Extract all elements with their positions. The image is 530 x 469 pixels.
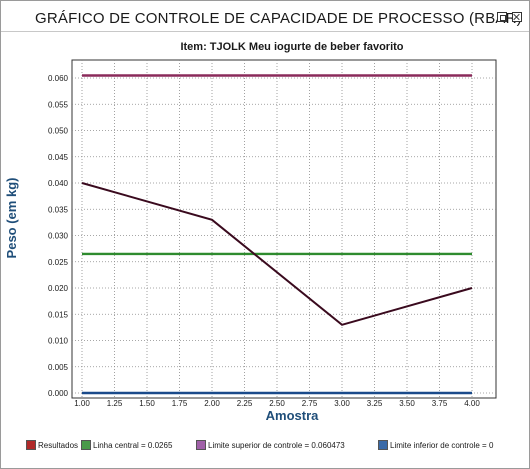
y-tick-label: 0.040	[48, 179, 69, 188]
legend-label: Resultados	[38, 440, 79, 450]
plot-area	[71, 59, 497, 399]
title-bar: GRÁFICO DE CONTROLE DE CAPACIDADE DE PRO…	[1, 1, 529, 31]
legend-swatch	[378, 440, 388, 450]
x-tick-label: 3.75	[432, 399, 448, 408]
y-tick-label: 0.045	[48, 153, 69, 162]
y-tick-label: 0.030	[48, 232, 69, 241]
legend-label: Limite inferior de controle = 0	[390, 440, 494, 450]
y-tick-label: 0.060	[48, 74, 69, 83]
legend-upper-limit: Limite superior de controle = 0.060473	[196, 440, 345, 450]
x-tick-label: 2.25	[237, 399, 253, 408]
legend-label: Linha central = 0.0265	[93, 440, 173, 450]
x-tick-label: 2.00	[204, 399, 220, 408]
legend-center-line: Linha central = 0.0265	[81, 440, 172, 450]
x-tick-label: 2.75	[302, 399, 318, 408]
y-tick-label: 0.000	[48, 389, 69, 398]
y-tick-label: 0.020	[48, 284, 69, 293]
y-tick-label: 0.050	[48, 127, 69, 136]
legend-lower-limit: Limite inferior de controle = 0	[378, 440, 493, 450]
y-axis-label: Peso (em kg)	[4, 178, 19, 259]
legend-label: Limite superior de controle = 0.060473	[208, 440, 345, 450]
y-tick-label: 0.005	[48, 363, 69, 372]
x-tick-label: 3.50	[399, 399, 415, 408]
x-tick-label: 1.25	[107, 399, 123, 408]
x-axis-label: Amostra	[266, 408, 320, 423]
y-tick-label: 0.025	[48, 258, 69, 267]
results-line	[81, 182, 473, 326]
legend-results: Resultados	[26, 440, 78, 450]
x-tick-label: 3.25	[367, 399, 383, 408]
x-axis-ticks: 1.00 1.25 1.50 1.75 2.00 2.25 2.50 2.75 3.00 3.25…	[74, 399, 480, 408]
close-icon[interactable]	[512, 12, 522, 22]
y-tick-label: 0.035	[48, 205, 69, 214]
series-group	[81, 74, 473, 395]
x-tick-label: 1.00	[74, 399, 90, 408]
chart-title: Item: TJOLK Meu iogurte de beber favorit…	[180, 41, 403, 53]
y-axis-ticks: 0.000 0.005 0.010 0.015 0.020 0.025 0.030 0.035…	[48, 74, 69, 398]
restore-icon[interactable]	[497, 12, 507, 22]
legend-swatch	[196, 440, 206, 450]
y-tick-label: 0.055	[48, 100, 69, 109]
x-tick-label: 4.00	[464, 399, 480, 408]
x-tick-label: 2.50	[269, 399, 285, 408]
window-title: GRÁFICO DE CONTROLE DE CAPACIDADE DE PRO…	[35, 10, 522, 27]
x-tick-label: 3.00	[334, 399, 350, 408]
grid-lines	[72, 60, 496, 398]
y-tick-label: 0.010	[48, 337, 69, 346]
legend-swatch	[26, 440, 36, 450]
title-divider	[1, 31, 529, 32]
x-tick-label: 1.75	[172, 399, 188, 408]
y-tick-label: 0.015	[48, 310, 69, 319]
x-tick-label: 1.50	[139, 399, 155, 408]
legend-swatch	[81, 440, 91, 450]
